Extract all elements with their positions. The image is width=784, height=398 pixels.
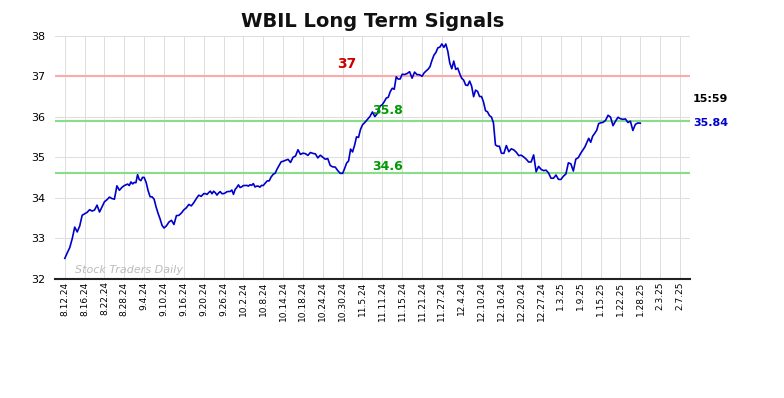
Text: 37: 37	[337, 57, 356, 71]
Title: WBIL Long Term Signals: WBIL Long Term Signals	[241, 12, 504, 31]
Text: 35.84: 35.84	[693, 118, 728, 128]
Text: Stock Traders Daily: Stock Traders Daily	[74, 265, 183, 275]
Text: 15:59: 15:59	[693, 94, 728, 104]
Text: 35.8: 35.8	[372, 104, 403, 117]
Text: 34.6: 34.6	[372, 160, 403, 173]
